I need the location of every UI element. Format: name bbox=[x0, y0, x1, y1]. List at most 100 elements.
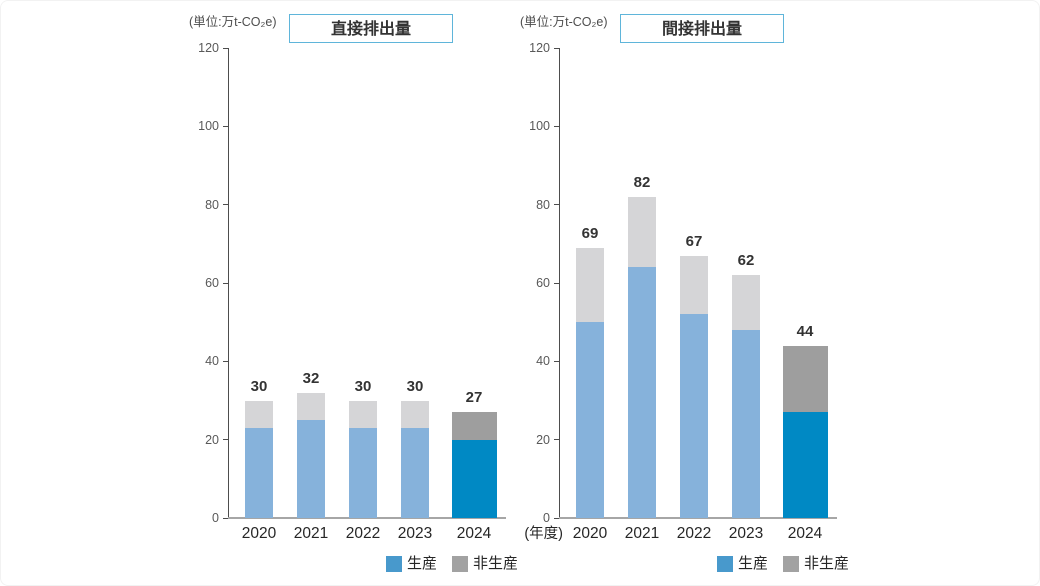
legend-swatch-production bbox=[716, 555, 733, 572]
bar-segment-production bbox=[245, 427, 273, 518]
x-axis-label: 2022 bbox=[345, 525, 381, 542]
bar-segment-nonproduction bbox=[628, 196, 656, 268]
legend-item-nonproduction: 非生産 bbox=[782, 555, 849, 572]
y-axis-tick-label: 40 bbox=[536, 354, 550, 369]
legend-label: 生産 bbox=[406, 555, 437, 572]
bar-segment-nonproduction bbox=[297, 392, 325, 421]
y-axis-tick bbox=[223, 360, 228, 362]
bar-segment-production bbox=[349, 427, 377, 518]
legend-swatch-nonproduction bbox=[782, 555, 799, 572]
bar-segment-nonproduction bbox=[576, 247, 604, 323]
y-axis-tick bbox=[554, 517, 559, 519]
y-axis-tick bbox=[554, 360, 559, 362]
y-axis-tick bbox=[223, 517, 228, 519]
y-axis-tick-label: 0 bbox=[212, 511, 219, 525]
y-axis-tick bbox=[554, 125, 559, 127]
x-axis-label: 2024 bbox=[787, 525, 823, 542]
y-axis-tick-label: 20 bbox=[536, 432, 550, 447]
bar-segment-production bbox=[732, 329, 760, 518]
bar-total-label: 27 bbox=[465, 389, 483, 407]
x-axis-line bbox=[559, 517, 837, 519]
bar-segment-production bbox=[297, 420, 325, 518]
y-axis-tick bbox=[223, 204, 228, 206]
y-axis-tick-label: 60 bbox=[205, 276, 219, 290]
stacked-bar-2021 bbox=[297, 392, 325, 518]
bar-total-label: 69 bbox=[581, 224, 599, 242]
y-axis-tick bbox=[554, 204, 559, 206]
y-axis-tick bbox=[223, 125, 228, 127]
x-axis-label: 2020 bbox=[241, 525, 277, 542]
bar-segment-production bbox=[401, 427, 429, 518]
y-axis-tick bbox=[223, 47, 228, 49]
x-axis-label: 2024 bbox=[456, 525, 492, 542]
x-axis-unit-note: (年度) bbox=[524, 526, 563, 542]
bar-segment-nonproduction bbox=[732, 275, 760, 330]
y-axis-tick bbox=[554, 47, 559, 49]
bar-segment-production bbox=[782, 412, 828, 518]
legend: 生産 非生産 bbox=[385, 555, 518, 572]
stacked-bar-2021 bbox=[628, 196, 656, 518]
legend-item-production: 生産 bbox=[385, 555, 437, 572]
y-axis-tick-label: 120 bbox=[529, 41, 550, 55]
legend-label: 非生産 bbox=[803, 555, 849, 572]
legend-label: 生産 bbox=[737, 555, 768, 572]
direct-emissions-chart: (単位:万t-CO₂e) 直接排出量 0 20 40 60 80 100 120 30 2020 32… bbox=[189, 1, 518, 585]
bar-segment-production bbox=[680, 314, 708, 518]
stacked-bar-2023 bbox=[401, 400, 429, 519]
bar-segment-nonproduction bbox=[782, 345, 828, 413]
bar-segment-nonproduction bbox=[451, 412, 497, 440]
chart-title: 直接排出量 bbox=[289, 14, 453, 43]
y-axis-tick-label: 40 bbox=[205, 354, 219, 369]
y-axis-tick-label: 0 bbox=[543, 511, 550, 525]
bar-total-label: 82 bbox=[633, 173, 651, 191]
x-axis-line bbox=[228, 517, 506, 519]
bar-total-label: 62 bbox=[737, 252, 755, 270]
stacked-bar-2022 bbox=[349, 400, 377, 519]
x-axis-label: 2022 bbox=[676, 525, 712, 542]
chart-title: 間接排出量 bbox=[620, 14, 784, 43]
bar-total-label: 44 bbox=[796, 322, 814, 340]
x-axis-label: 2021 bbox=[293, 525, 329, 542]
bar-segment-nonproduction bbox=[245, 400, 273, 428]
y-axis-tick bbox=[223, 439, 228, 441]
y-axis-tick bbox=[223, 282, 228, 284]
stacked-bar-2022 bbox=[680, 255, 708, 518]
legend-swatch-production bbox=[385, 555, 402, 572]
stacked-bar-2023 bbox=[732, 275, 760, 518]
y-axis-line bbox=[228, 48, 229, 518]
y-axis-tick-label: 120 bbox=[198, 41, 219, 55]
legend-label: 非生産 bbox=[472, 555, 518, 572]
bar-total-label: 30 bbox=[250, 377, 268, 395]
x-axis-label: 2023 bbox=[728, 525, 764, 542]
bar-total-label: 67 bbox=[685, 232, 703, 250]
y-axis-tick-label: 60 bbox=[536, 276, 550, 290]
y-axis-tick-label: 20 bbox=[205, 432, 219, 447]
stacked-bar-2024 bbox=[782, 345, 828, 518]
y-axis-tick-label: 80 bbox=[536, 197, 550, 212]
legend-swatch-nonproduction bbox=[451, 555, 468, 572]
bar-segment-production bbox=[628, 267, 656, 518]
y-axis-tick bbox=[554, 439, 559, 441]
y-axis-tick-label: 100 bbox=[529, 119, 550, 134]
stacked-bar-2020 bbox=[245, 400, 273, 519]
y-axis-tick-label: 80 bbox=[205, 197, 219, 212]
stacked-bar-2020 bbox=[576, 247, 604, 518]
bar-segment-nonproduction bbox=[680, 255, 708, 315]
bar-segment-nonproduction bbox=[349, 400, 377, 428]
x-axis-label: 2023 bbox=[397, 525, 433, 542]
y-axis-line bbox=[559, 48, 560, 518]
legend-item-nonproduction: 非生産 bbox=[451, 555, 518, 572]
bar-total-label: 30 bbox=[406, 377, 424, 395]
y-axis-tick-label: 100 bbox=[198, 119, 219, 134]
bar-segment-production bbox=[576, 322, 604, 518]
bar-total-label: 30 bbox=[354, 377, 372, 395]
unit-label: (単位:万t-CO₂e) bbox=[520, 15, 608, 29]
bar-segment-nonproduction bbox=[401, 400, 429, 428]
bar-total-label: 32 bbox=[302, 369, 320, 387]
stacked-bar-2024 bbox=[451, 412, 497, 518]
legend-item-production: 生産 bbox=[716, 555, 768, 572]
legend: 生産 非生産 bbox=[716, 555, 849, 572]
y-axis-tick bbox=[554, 282, 559, 284]
x-axis-label: 2020 bbox=[572, 525, 608, 542]
indirect-emissions-chart: (単位:万t-CO₂e) 間接排出量 0 20 40 60 80 100 120 69 2020 82… bbox=[520, 1, 849, 585]
